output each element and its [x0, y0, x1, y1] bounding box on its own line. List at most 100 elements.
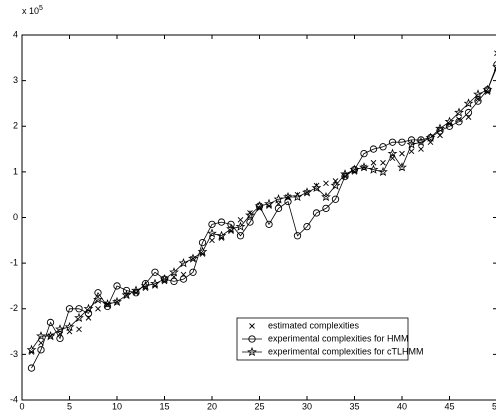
y-tick-label: -3: [10, 349, 18, 359]
star-marker: [235, 221, 246, 231]
x-tick-label: 15: [159, 401, 169, 411]
x-tick-label: 5: [67, 401, 72, 411]
legend: estimated complexities experimental compl…: [236, 317, 424, 361]
star-marker: [425, 132, 436, 142]
star-marker: [216, 230, 227, 240]
x-tick-label: 25: [254, 401, 264, 411]
star-marker: [226, 223, 236, 233]
star-marker: [492, 64, 496, 72]
circle-marker: [369, 145, 378, 153]
star-marker: [302, 187, 312, 197]
star-marker: [273, 194, 284, 204]
star-marker: [292, 191, 303, 202]
star-marker: [397, 162, 407, 172]
y-tick-label: 3: [13, 75, 18, 85]
legend-label: estimated complexities: [268, 320, 360, 330]
x-tick-label: 35: [349, 401, 359, 411]
x-marker: [237, 216, 244, 223]
circle-marker: [341, 172, 349, 181]
star-marker: [482, 84, 493, 94]
star-marker: [378, 166, 388, 176]
circle-marker: [46, 318, 55, 327]
circle-marker: [27, 364, 36, 372]
circle-marker: [464, 108, 473, 117]
circle-marker: [189, 268, 197, 276]
x-marker: [370, 159, 377, 166]
x-marker: [209, 237, 215, 244]
star-marker: [283, 191, 293, 202]
star-marker: [159, 273, 170, 284]
star-marker: [131, 285, 141, 295]
circle-marker: [293, 232, 302, 240]
star-marker: [359, 162, 369, 172]
circle-marker: [360, 149, 368, 158]
star-marker: [473, 89, 483, 99]
circle-marker: [493, 61, 496, 69]
circle-marker: [436, 127, 444, 135]
circle-marker: [246, 218, 254, 226]
y-tick-label: -2: [10, 303, 18, 313]
circle-marker: [103, 302, 112, 311]
star-marker: [387, 148, 398, 158]
circle-marker: [265, 220, 273, 228]
star-marker: [264, 198, 274, 208]
circle-marker: [474, 97, 482, 105]
x-marker: [456, 116, 462, 123]
circle-marker: [113, 282, 121, 290]
circle-marker: [208, 220, 216, 228]
x-tick-label: 0: [19, 401, 24, 411]
star-marker: [112, 296, 122, 306]
y-multiplier-base: x 10: [22, 6, 39, 16]
star-marker: [340, 169, 350, 179]
star-marker: [64, 321, 75, 332]
x-tick-label: 10: [112, 401, 122, 411]
y-tick-label: -1: [10, 258, 18, 268]
circle-marker: [141, 280, 150, 288]
x-marker: [399, 150, 405, 157]
star-marker: [140, 280, 151, 291]
circle-marker: [37, 346, 45, 354]
circle-marker: [122, 286, 131, 295]
circle-marker: [322, 204, 330, 213]
star-marker: [245, 210, 255, 220]
star-marker: [330, 180, 341, 190]
x-marker: [76, 326, 82, 333]
y-tick-label: 1: [13, 166, 18, 176]
x-marker: [247, 210, 253, 216]
star-marker: [36, 330, 46, 341]
star-marker: [435, 123, 445, 133]
legend-label: experimental complexities for HMM: [268, 333, 409, 343]
circle-marker: [248, 335, 256, 343]
circle-marker: [303, 222, 311, 231]
circle-marker: [398, 138, 406, 146]
circle-marker: [331, 195, 340, 203]
star-marker: [311, 182, 322, 193]
x-marker: [408, 148, 415, 155]
circle-marker: [56, 334, 64, 343]
star-marker: [247, 346, 257, 357]
star-marker: [254, 200, 265, 211]
y-tick-label: 0: [13, 212, 18, 222]
circle-marker: [417, 136, 425, 144]
legend-label: experimental complexities for cTLHMM: [268, 346, 424, 356]
circle-marker: [227, 220, 235, 228]
star-marker: [188, 253, 198, 263]
circle-marker: [388, 138, 397, 146]
circle-marker: [217, 218, 226, 226]
circle-marker: [132, 289, 140, 297]
star-marker: [55, 324, 65, 334]
x-marker: [418, 146, 424, 152]
y-multiplier-exponent: 5: [39, 5, 43, 12]
star-marker: [121, 289, 132, 300]
x-tick-label: 50: [492, 401, 496, 411]
star-marker: [368, 164, 379, 174]
star-marker: [406, 139, 417, 149]
star-marker: [416, 137, 426, 147]
x-marker: [249, 323, 255, 329]
circle-marker: [274, 204, 283, 213]
star-marker: [26, 344, 37, 354]
y-multiplier: x 105: [22, 5, 43, 17]
x-tick-label: 40: [397, 401, 407, 411]
star-marker: [197, 246, 208, 256]
